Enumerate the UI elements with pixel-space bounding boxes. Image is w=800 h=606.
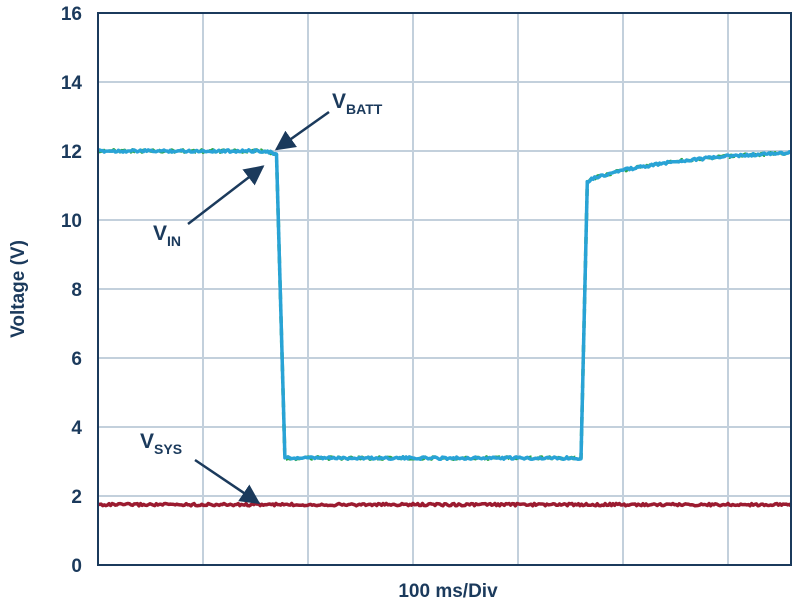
x-axis-label: 100 ms/Div xyxy=(398,581,498,602)
annotation-label-in: VIN xyxy=(153,222,181,249)
annotations: VBATT VIN VSYS xyxy=(140,90,383,505)
grid xyxy=(98,13,791,565)
plot-frame xyxy=(97,12,792,566)
y-tick-label: 6 xyxy=(71,349,82,370)
annotation-label-sys: VSYS xyxy=(140,430,182,457)
annotation-arrow xyxy=(274,110,330,151)
series-line-vsys xyxy=(97,501,793,508)
y-tick-label: 0 xyxy=(71,556,82,577)
series-line-vbatt xyxy=(96,148,792,461)
annotation-arrow xyxy=(194,458,261,505)
y-axis-ticks: 0 2 4 6 8 10 12 14 16 xyxy=(61,4,83,577)
y-tick-label: 4 xyxy=(71,418,82,439)
y-tick-label: 2 xyxy=(71,487,82,508)
y-axis-label: Voltage (V) xyxy=(8,240,29,338)
annotation-label-batt: VBATT xyxy=(332,90,383,117)
y-tick-label: 14 xyxy=(61,73,83,94)
y-tick-label: 16 xyxy=(61,4,82,25)
y-tick-label: 10 xyxy=(61,211,82,232)
y-tick-label: 12 xyxy=(61,142,82,163)
series-lines xyxy=(96,148,793,508)
y-tick-label: 8 xyxy=(71,280,82,301)
series-line-vin xyxy=(97,148,793,461)
annotation-arrow xyxy=(187,165,265,225)
